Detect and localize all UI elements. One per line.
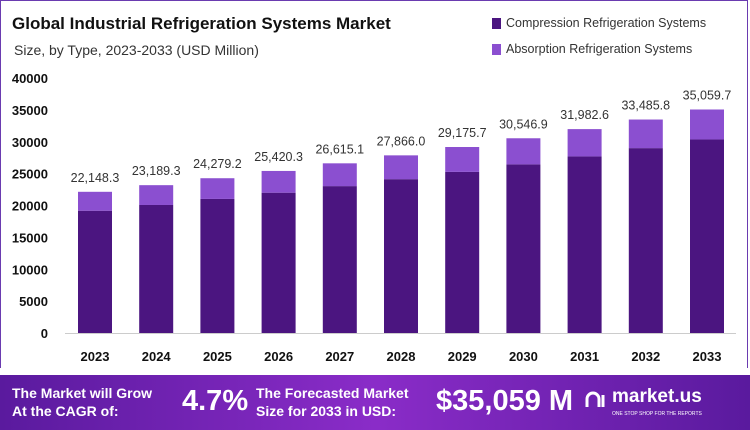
legend-label: Compression Refrigeration Systems bbox=[506, 16, 707, 30]
y-tick-label: 30000 bbox=[12, 135, 48, 150]
bar-segment-compression bbox=[384, 179, 418, 333]
bar-segment-compression bbox=[200, 198, 235, 333]
bar-chart: 0 5000 10000 15000 20000 25000 30000 35000 40000… bbox=[12, 71, 736, 364]
x-tick-label: 2033 bbox=[693, 349, 722, 364]
total-label: 25,420.3 bbox=[254, 150, 303, 164]
bar-segment-absorption bbox=[506, 138, 541, 165]
bar-segment-absorption bbox=[628, 119, 663, 149]
bar-segment-compression bbox=[690, 139, 724, 333]
bar-segment-compression bbox=[445, 171, 480, 333]
bar-segment-absorption bbox=[445, 147, 480, 172]
x-tick-label: 2030 bbox=[509, 349, 538, 364]
cagr-label: The Market will Grow At the CAGR of: bbox=[12, 385, 153, 419]
total-label: 27,866.0 bbox=[377, 134, 426, 148]
bar-segment-absorption bbox=[690, 109, 724, 140]
legend-item-absorption: Absorption Refrigeration Systems bbox=[492, 42, 692, 56]
chart-title: Global Industrial Refrigeration Systems … bbox=[12, 14, 391, 33]
bar-segment-compression bbox=[78, 210, 112, 333]
x-tick-label: 2025 bbox=[203, 349, 232, 364]
total-label: 35,059.7 bbox=[683, 88, 732, 102]
legend-label: Absorption Refrigeration Systems bbox=[506, 42, 693, 56]
y-tick-label: 25000 bbox=[12, 167, 48, 182]
bar-segment-absorption bbox=[567, 129, 602, 157]
bar-segment-compression bbox=[506, 164, 541, 333]
brand-name: market.us bbox=[612, 386, 702, 407]
bar-segment-compression bbox=[567, 156, 602, 333]
forecast-value: $35,059 M bbox=[436, 385, 574, 417]
total-label: 29,175.7 bbox=[438, 126, 487, 140]
y-tick-label: 0 bbox=[41, 326, 48, 341]
chart-frame bbox=[0, 0, 748, 368]
cagr-value: 4.7% bbox=[182, 385, 249, 417]
market-us-logo-icon bbox=[584, 389, 606, 411]
y-tick-label: 10000 bbox=[12, 262, 48, 277]
y-tick-label: 20000 bbox=[12, 199, 48, 214]
legend-swatch bbox=[492, 17, 501, 29]
bar-segment-absorption bbox=[261, 170, 296, 193]
legend-item-compression: Compression Refrigeration Systems bbox=[492, 16, 706, 30]
bar-segment-absorption bbox=[200, 178, 235, 199]
legend-swatch bbox=[492, 43, 501, 55]
total-label: 33,485.8 bbox=[621, 99, 670, 113]
y-tick-label: 5000 bbox=[19, 294, 48, 309]
y-tick-label: 40000 bbox=[12, 71, 48, 86]
total-label: 22,148.3 bbox=[71, 171, 120, 185]
total-label: 23,189.3 bbox=[132, 164, 181, 178]
x-tick-label: 2029 bbox=[448, 349, 477, 364]
bar-segment-compression bbox=[322, 186, 357, 333]
total-label: 31,982.6 bbox=[560, 108, 609, 122]
total-label: 24,279.2 bbox=[193, 157, 242, 171]
chart-subtitle: Size, by Type, 2023-2033 (USD Million) bbox=[14, 42, 259, 58]
bar-segment-compression bbox=[628, 148, 663, 333]
x-tick-label: 2028 bbox=[387, 349, 416, 364]
forecast-label: The Forecasted Market Size for 2033 in US… bbox=[256, 385, 409, 419]
y-tick-label: 15000 bbox=[12, 230, 48, 245]
total-label: 30,546.9 bbox=[499, 117, 548, 131]
x-tick-label: 2031 bbox=[570, 349, 599, 364]
bar-segment-compression bbox=[261, 192, 296, 333]
x-tick-label: 2027 bbox=[325, 349, 354, 364]
x-tick-label: 2032 bbox=[631, 349, 660, 364]
y-tick-label: 35000 bbox=[12, 103, 48, 118]
bar-segment-absorption bbox=[78, 191, 112, 211]
bar-segment-absorption bbox=[384, 155, 418, 180]
bar-segment-absorption bbox=[322, 163, 357, 187]
summary-banner: The Market will Grow At the CAGR of: 4.7%… bbox=[0, 375, 750, 430]
x-tick-label: 2026 bbox=[264, 349, 293, 364]
x-tick-label: 2023 bbox=[81, 349, 110, 364]
x-tick-label: 2024 bbox=[142, 349, 172, 364]
total-label: 26,615.1 bbox=[315, 142, 364, 156]
bar-segment-compression bbox=[139, 204, 174, 333]
bar-segment-absorption bbox=[139, 185, 174, 205]
brand-tagline: ONE STOP SHOP FOR THE REPORTS bbox=[612, 411, 702, 417]
